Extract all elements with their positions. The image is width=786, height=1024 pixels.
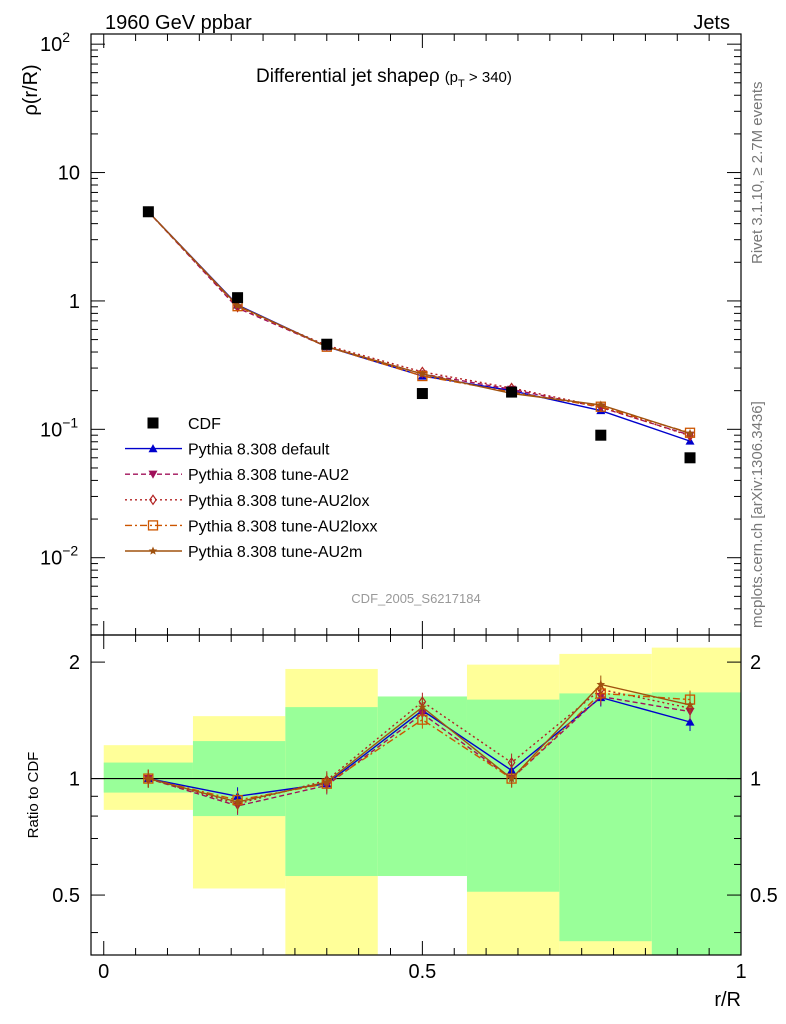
main-series-point [684, 427, 696, 438]
main-series-line [147, 211, 691, 435]
x-axis-label: r/R [714, 989, 741, 1011]
plot-title-sub-close: > 340) [465, 69, 512, 86]
ratio-series-point [685, 700, 695, 709]
ratio-series-point [418, 702, 427, 711]
ratio-band-inner [285, 707, 378, 877]
main-y-tick-label: 10 [58, 163, 80, 185]
ratio-panel-frame: 0.5 0.5 1 1 2 2 0 0.5 1 [52, 634, 778, 983]
ratio-y-axis-label: Ratio to CDF [25, 752, 42, 839]
energy-label: 1960 GeV ppbar [105, 12, 252, 34]
main-panel-series [142, 206, 696, 464]
main-y-tick-base: 10 [40, 548, 62, 570]
main-series-point [233, 301, 242, 310]
plot-title-main: Differential jet shapeρ [256, 66, 440, 87]
main-y-tick-exp: −1 [62, 414, 78, 430]
ratio-y-tick-label-left: 2 [69, 652, 80, 674]
ratio-series-point [507, 774, 516, 783]
legend-marker [148, 444, 158, 453]
legend-label: Pythia 8.308 default [188, 442, 330, 459]
legend-marker [147, 520, 159, 531]
mcplots-label: mcplots.cern.ch [arXiv:1306.3436] [749, 401, 766, 628]
ratio-band-inner [466, 699, 560, 892]
ratio-series-point [685, 717, 695, 726]
cdf-data-point [684, 452, 696, 464]
plot-title-sub-index: T [458, 78, 465, 90]
cdf-data-point [416, 388, 428, 400]
main-y-tick-label: 10−2 [40, 543, 78, 570]
cdf-data-point [595, 429, 607, 441]
analysis-watermark: CDF_2005_S6217184 [351, 591, 480, 606]
main-series-point [686, 430, 694, 442]
main-y-tick-exp: 2 [62, 29, 70, 45]
main-series-point [418, 366, 427, 378]
cdf-data-point [506, 386, 518, 398]
main-series-line [147, 211, 691, 442]
main-series-point [596, 400, 606, 409]
ratio-band-inner [651, 692, 741, 955]
main-y-tick-label: 102 [40, 29, 70, 56]
ratio-series-point [233, 797, 242, 806]
main-series-line [147, 211, 691, 437]
main-series-line [147, 211, 691, 436]
legend-marker [148, 546, 158, 555]
cdf-data-point [321, 338, 333, 350]
ratio-y-tick-label-right: 2 [750, 652, 761, 674]
legend-marker [147, 417, 159, 429]
cdf-data-point [142, 206, 154, 218]
category-label: Jets [693, 12, 730, 34]
main-series-point [685, 428, 695, 438]
main-series-point [418, 369, 427, 378]
x-tick-label: 0 [98, 961, 109, 983]
main-y-tick-base: 10 [40, 34, 62, 56]
main-y-tick-label: 10−1 [40, 414, 78, 441]
rivet-label: Rivet 3.1.10, ≥ 2.7M events [749, 82, 766, 265]
ratio-panel-border [90, 634, 742, 956]
legend-entry: CDF [147, 416, 221, 433]
legend-entry: Pythia 8.308 default [125, 442, 330, 459]
legend-entry: Pythia 8.308 tune-AU2lox [125, 493, 369, 510]
ratio-series-point [144, 774, 153, 783]
x-tick-label: 1 [735, 961, 746, 983]
main-y-tick-exp: −2 [62, 543, 78, 559]
legend-label: Pythia 8.308 tune-AU2m [188, 544, 362, 561]
legend: CDF Pythia 8.308 default Pythia 8.308 tune… [125, 416, 377, 561]
legend-label: Pythia 8.308 tune-AU2lox [188, 493, 369, 510]
main-y-axis-label: ρ(r/R) [20, 64, 42, 115]
ratio-y-tick-label-left: 1 [69, 769, 80, 791]
main-y-tick-base: 10 [58, 163, 80, 185]
legend-entry: Pythia 8.308 tune-AU2m [125, 544, 362, 561]
cdf-data-point [232, 292, 244, 304]
plot-title: Differential jet shapeρ (pT > 340) [256, 66, 512, 90]
ratio-y-tick-label-left: 0.5 [52, 885, 80, 907]
ratio-series-point [507, 757, 516, 769]
plot-title-sub-open: (p [445, 69, 458, 86]
legend-label: Pythia 8.308 tune-AU2loxx [188, 518, 377, 535]
legend-label: CDF [188, 416, 221, 433]
legend-label: Pythia 8.308 tune-AU2 [188, 467, 349, 484]
main-y-tick-label: 1 [69, 291, 80, 313]
x-tick-label: 0.5 [408, 961, 436, 983]
ratio-series-point [596, 680, 606, 689]
main-series-line [147, 211, 691, 434]
ratio-series-point [322, 777, 332, 786]
legend-marker [148, 470, 158, 479]
main-y-tick-base: 10 [40, 419, 62, 441]
legend-entry: Pythia 8.308 tune-AU2 [125, 467, 349, 484]
legend-entry: Pythia 8.308 tune-AU2loxx [125, 518, 377, 535]
ratio-panel-series [143, 675, 696, 815]
ratio-y-tick-label-right: 1 [750, 769, 761, 791]
ratio-y-tick-label-right: 0.5 [750, 885, 778, 907]
main-y-tick-base: 1 [69, 291, 80, 313]
legend-marker [149, 494, 157, 506]
ratio-band-inner [559, 693, 652, 942]
